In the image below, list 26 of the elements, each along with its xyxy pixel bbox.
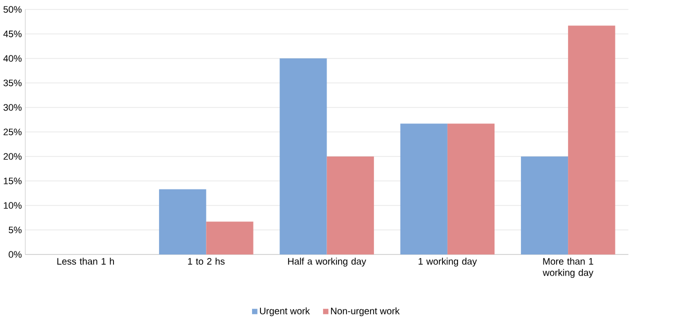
x-tick-label: 1 working day [418, 258, 477, 266]
legend-label: Non-urgent work [331, 307, 400, 316]
y-tick-label: 30% [3, 104, 22, 111]
legend-label: Urgent work [260, 307, 310, 316]
y-tick-label: 50% [4, 6, 22, 13]
y-tick-label: 5% [8, 226, 22, 234]
bar [568, 25, 616, 254]
bar [206, 221, 254, 254]
bar [400, 123, 448, 254]
y-tick-label: 10% [4, 202, 22, 209]
y-tick-label: 0% [8, 250, 22, 258]
y-tick-label: 20% [4, 152, 22, 160]
bar [280, 58, 327, 254]
x-tick-label: 1 to 2 hs [188, 258, 225, 264]
x-tick-label: Less than 1 h [57, 258, 114, 264]
y-tick-label: 15% [4, 177, 22, 184]
y-tick-label: 45% [3, 30, 22, 38]
y-tick-label: 40% [3, 54, 22, 62]
x-tick-label: Half a working day [288, 258, 366, 266]
bar [447, 123, 495, 254]
y-tick-label: 35% [3, 79, 22, 86]
x-tick-label: More than 1 working day [542, 258, 594, 278]
bar [159, 189, 206, 254]
y-tick-label: 25% [4, 128, 22, 136]
bar [520, 156, 568, 254]
bar [326, 156, 374, 254]
